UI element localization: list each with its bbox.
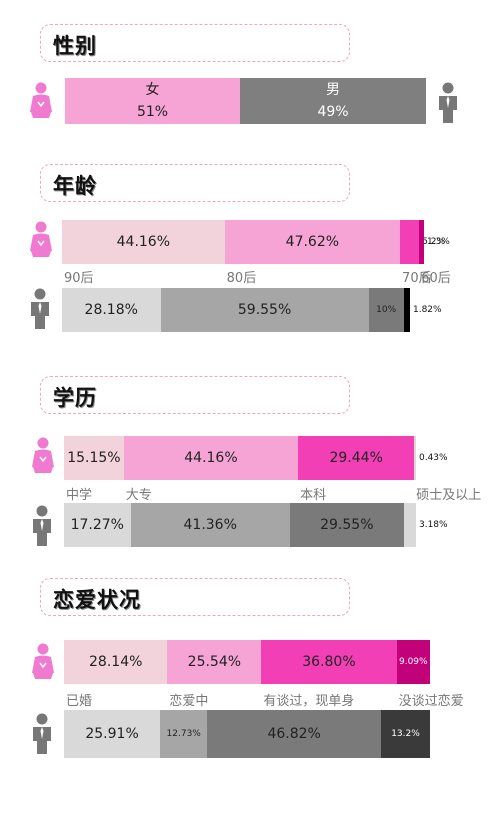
- gender-female-name: 女: [145, 82, 160, 98]
- segment-value-label: 44.16%: [184, 450, 238, 466]
- female-segment-1: 15.15%: [64, 436, 124, 480]
- age-male-bar: 28.18% 59.55% 10% 1.82%: [62, 288, 442, 332]
- segment-value-label: 44.16%: [116, 234, 171, 250]
- segment-value-label: 3.18%: [418, 520, 448, 530]
- category-label: 本科: [300, 488, 327, 503]
- male-person-icon: [30, 713, 54, 759]
- male-segment-1: 17.27%: [64, 503, 131, 547]
- male-segment-4: 1.82%: [403, 288, 442, 332]
- section-title-text: 性别: [53, 34, 97, 58]
- female-person-icon: [28, 221, 54, 265]
- segment-value-label: 28.14%: [89, 654, 143, 670]
- gender-male-name: 男: [326, 82, 340, 98]
- age-female-bar: 44.16% 47.62% 5.2% 1.3%: [62, 220, 450, 264]
- segment-value-label: 59.55%: [237, 302, 292, 318]
- female-segment-4: 1.3%: [419, 220, 450, 264]
- female-person-icon: [30, 437, 56, 481]
- section-title-text: 恋爱状况: [53, 588, 141, 612]
- section-title-relationship: 恋爱状况: [40, 578, 350, 616]
- relationship-male-bar: 25.91% 12.73% 46.82% 13.2%: [64, 710, 430, 758]
- segment-value-label: 12.73%: [166, 729, 201, 739]
- female-segment-2: 44.16%: [123, 436, 299, 480]
- male-segment-1: 25.91%: [64, 710, 161, 758]
- gender-female-segment: 女 51%: [65, 78, 240, 124]
- male-segment-4: 13.2%: [381, 710, 430, 758]
- segment-value-label: 0.43%: [418, 453, 448, 463]
- female-segment-4: 0.43%: [414, 436, 448, 480]
- category-label: 70后: [402, 271, 432, 286]
- education-male-bar: 17.27% 41.36% 29.55% 3.18%: [64, 503, 448, 547]
- female-segment-1: 28.14%: [64, 640, 168, 684]
- female-segment-2: 25.54%: [167, 640, 262, 684]
- segment-value-label: 10%: [376, 305, 397, 315]
- female-segment-3: 29.44%: [298, 436, 415, 480]
- category-label: 没谈过恋爱: [398, 694, 464, 709]
- category-label: 已婚: [66, 694, 93, 709]
- segment-value-label: 46.82%: [267, 726, 321, 742]
- male-segment-2: 41.36%: [130, 503, 290, 547]
- segment-value-label: 17.27%: [70, 517, 124, 533]
- gender-female-value: 51%: [136, 104, 169, 120]
- female-person-icon: [30, 643, 56, 687]
- gender-male-segment: 男 49%: [240, 78, 426, 124]
- section-title-education: 学历: [40, 376, 350, 414]
- segment-value-label: 29.55%: [320, 517, 374, 533]
- male-segment-3: 29.55%: [289, 503, 404, 547]
- male-person-icon: [28, 288, 52, 334]
- section-title-text: 年龄: [53, 174, 97, 198]
- female-segment-1: 44.16%: [62, 220, 225, 264]
- segment-value-label: 1.3%: [426, 237, 450, 247]
- segment-value-label: 28.18%: [84, 302, 138, 318]
- gender-bar: 女 51% 男 49%: [65, 78, 426, 124]
- segment-value-label: 1.82%: [412, 305, 442, 315]
- education-female-bar: 15.15% 44.16% 29.44% 0.43%: [64, 436, 448, 480]
- segment-value-label: 25.54%: [187, 654, 242, 670]
- male-segment-3: 46.82%: [207, 710, 382, 758]
- female-segment-2: 47.62%: [224, 220, 401, 264]
- category-label: 60后: [421, 271, 451, 286]
- female-segment-4: 9.09%: [396, 640, 430, 684]
- category-label: 80后: [226, 271, 257, 286]
- female-person-icon: [28, 82, 54, 126]
- segment-value-label: 25.91%: [85, 726, 139, 742]
- section-title-gender: 性别: [40, 24, 350, 62]
- category-label: 有谈过，现单身: [263, 694, 355, 709]
- segment-value-label: 15.15%: [67, 450, 121, 466]
- female-segment-3: 5.2%: [400, 220, 445, 264]
- category-label: 恋爱中: [169, 694, 209, 709]
- segment-value-label: 41.36%: [183, 517, 237, 533]
- segment-value-label: 36.80%: [302, 654, 356, 670]
- male-segment-3: 10%: [368, 288, 404, 332]
- segment-value-label: 9.09%: [398, 657, 428, 667]
- section-title-age: 年龄: [40, 164, 350, 202]
- segment-value-label: 47.62%: [285, 234, 340, 250]
- male-segment-1: 28.18%: [62, 288, 161, 332]
- segment-value-label: 13.2%: [391, 729, 420, 739]
- gender-male-value: 49%: [317, 104, 349, 120]
- category-label: 90后: [64, 271, 94, 286]
- male-segment-2: 59.55%: [160, 288, 369, 332]
- category-label: 中学: [66, 488, 93, 503]
- male-segment-4: 3.18%: [403, 503, 448, 547]
- male-person-icon: [436, 82, 460, 128]
- male-person-icon: [30, 505, 54, 551]
- category-label: 大专: [125, 488, 152, 503]
- segment-value-label: 29.44%: [329, 450, 383, 466]
- male-segment-2: 12.73%: [160, 710, 208, 758]
- relationship-female-bar: 28.14% 25.54% 36.80% 9.09%: [64, 640, 430, 684]
- segment-value-label: 5.2%: [422, 237, 446, 247]
- category-label: 硕士及以上: [416, 488, 482, 503]
- female-segment-3: 36.80%: [261, 640, 397, 684]
- section-title-text: 学历: [53, 386, 97, 410]
